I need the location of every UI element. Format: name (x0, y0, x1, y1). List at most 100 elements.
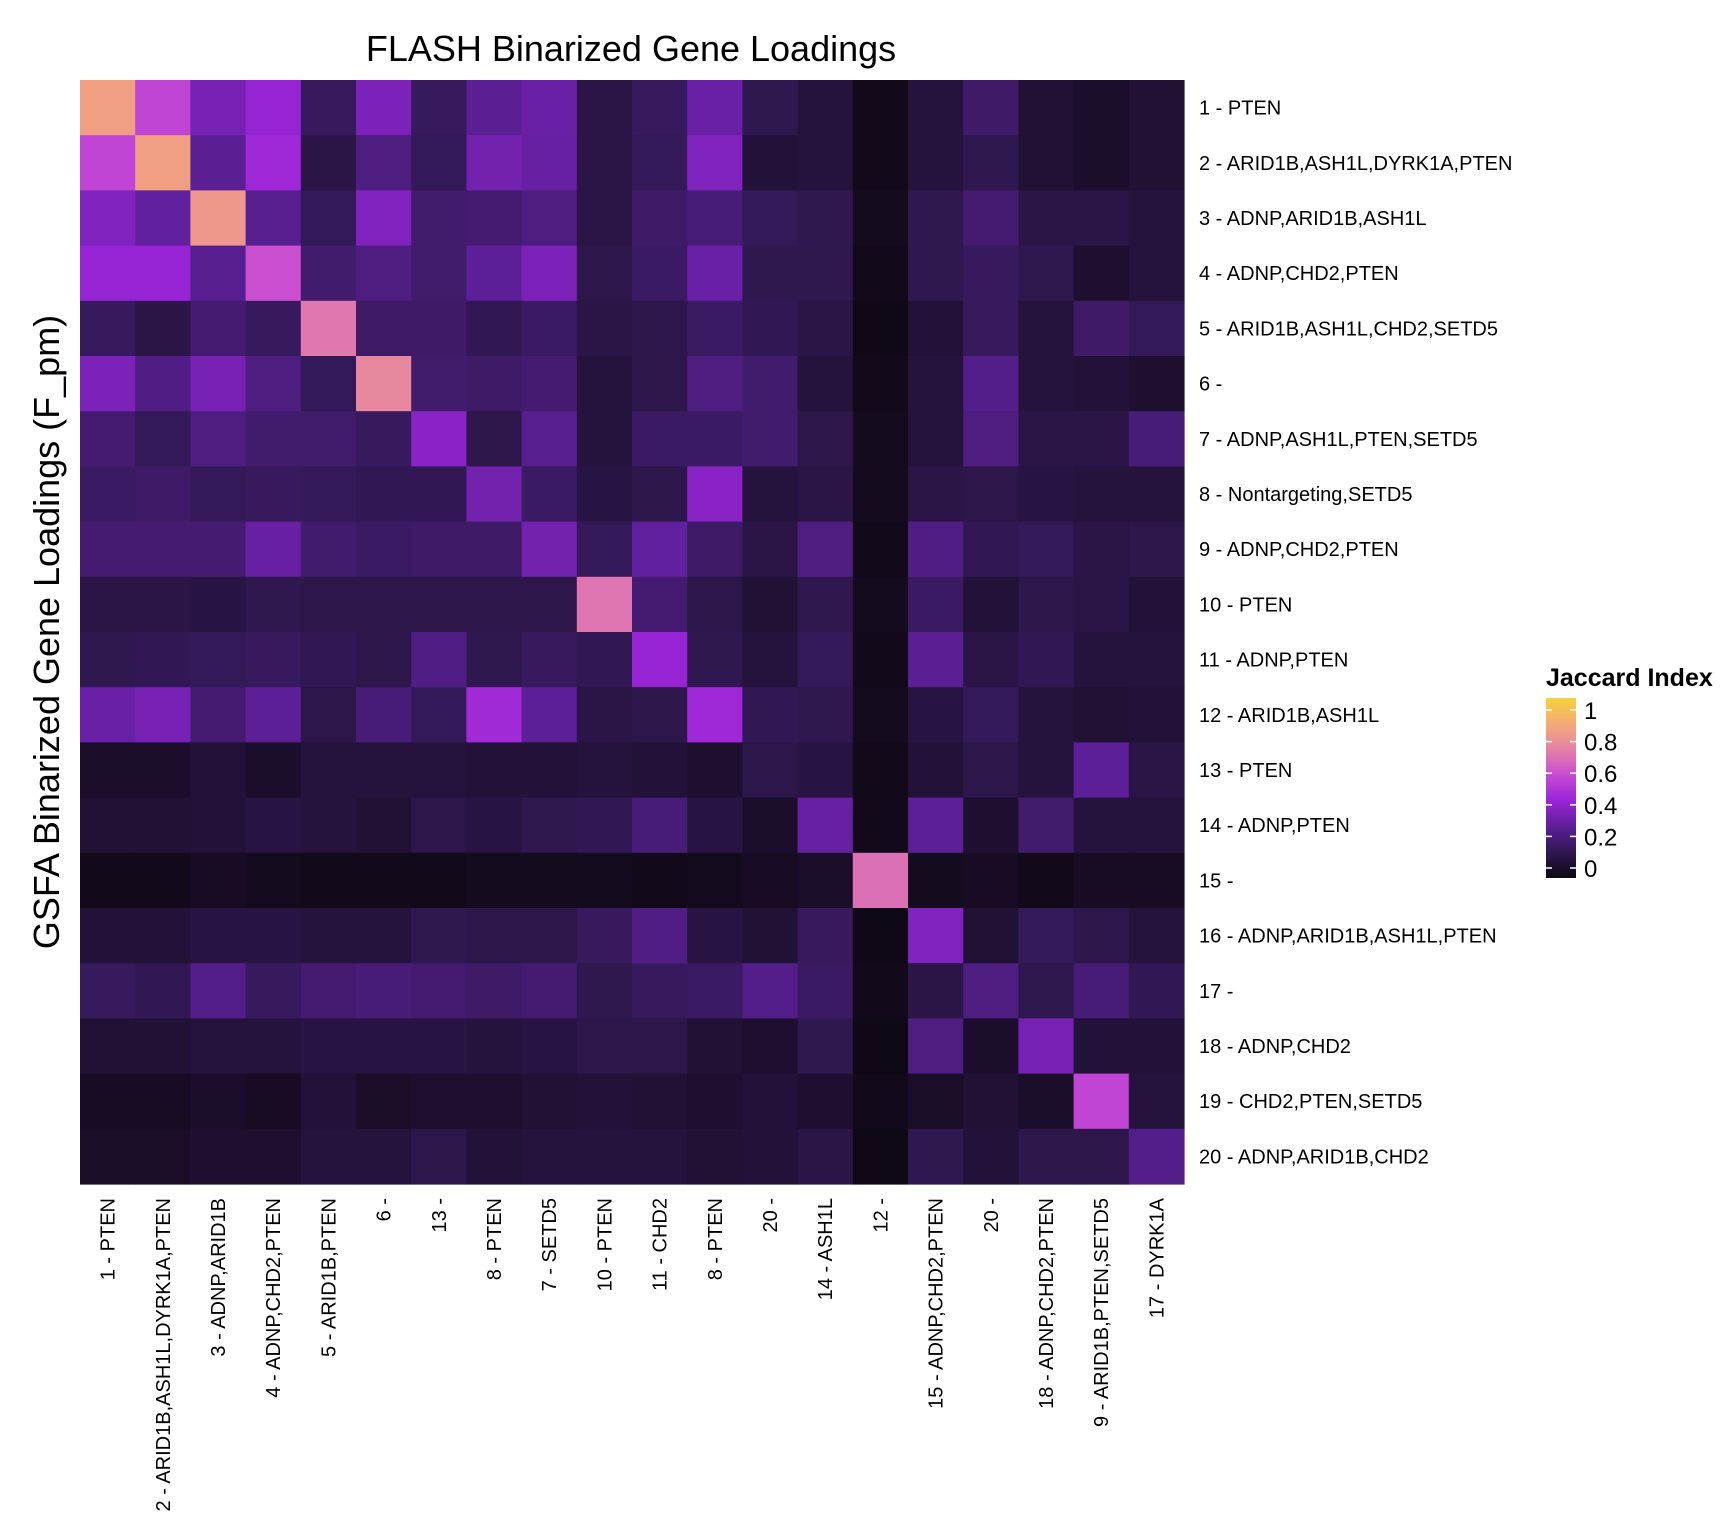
heatmap-cell (1018, 521, 1075, 578)
heatmap-cell (245, 411, 302, 467)
heatmap-cell (245, 356, 302, 412)
heatmap-cell (356, 963, 412, 1019)
heatmap-cell (963, 852, 1019, 909)
heatmap-cell (1018, 687, 1075, 743)
heatmap-cell (466, 135, 523, 191)
heatmap-cell (1128, 632, 1185, 688)
heatmap-cell (80, 466, 136, 523)
heatmap-cell (797, 521, 854, 578)
row-label: 1 - PTEN (1199, 98, 1281, 120)
heatmap-cell (466, 356, 523, 412)
heatmap-cell (632, 908, 688, 964)
heatmap-cell (300, 576, 357, 633)
heatmap-cell (797, 908, 854, 964)
heatmap-cell (190, 797, 247, 854)
heatmap-cell (356, 356, 412, 412)
heatmap-cell (576, 1128, 633, 1185)
heatmap-cell (411, 411, 467, 467)
heatmap-cell (190, 742, 247, 799)
heatmap-cell (908, 852, 964, 909)
heatmap-cell (521, 742, 578, 799)
heatmap-cell (908, 1018, 964, 1075)
heatmap-cell (1073, 356, 1130, 412)
heatmap-cell (908, 1128, 964, 1185)
heatmap-cell (411, 576, 467, 633)
heatmap-cell (852, 1018, 909, 1075)
y-axis-title: GSFA Binarized Gene Loadings (F_pm) (26, 315, 67, 949)
heatmap-cell (1128, 1073, 1185, 1130)
row-label: 8 - Nontargeting,SETD5 (1199, 484, 1412, 506)
heatmap-cell (797, 356, 854, 412)
heatmap-cell (300, 797, 357, 854)
row-label: 20 - ADNP,ARID1B,CHD2 (1199, 1146, 1429, 1168)
legend-colorbar (1546, 698, 1576, 878)
heatmap-cell (300, 135, 357, 191)
heatmap-cell (742, 576, 799, 633)
heatmap-cell (466, 1073, 523, 1130)
heatmap-cell (687, 852, 743, 909)
heatmap-cell (742, 521, 799, 578)
column-label: 15 - ADNP,CHD2,PTEN (926, 1198, 948, 1409)
heatmap-cell (1018, 742, 1075, 799)
heatmap-cell (576, 632, 633, 688)
heatmap-cell (300, 963, 357, 1019)
heatmap-cell (80, 687, 136, 743)
heatmap-cell (190, 632, 247, 688)
heatmap-cell (576, 135, 633, 191)
legend-gradient-bar (1546, 698, 1576, 878)
heatmap-cell (356, 466, 412, 523)
heatmap-cell (300, 245, 357, 302)
heatmap-cell (797, 1018, 854, 1075)
heatmap-cell (80, 852, 136, 909)
heatmap-cell (852, 797, 909, 854)
heatmap-cell (466, 1018, 523, 1075)
heatmap-cell (300, 466, 357, 523)
heatmap-cell (466, 797, 523, 854)
heatmap-cell (521, 1073, 578, 1130)
column-label: 11 - CHD2 (650, 1198, 672, 1291)
heatmap-cell (1018, 908, 1075, 964)
heatmap-cell (908, 356, 964, 412)
heatmap-cell (190, 687, 247, 743)
heatmap-cell (1018, 1018, 1075, 1075)
column-label: 20 - (981, 1198, 1003, 1232)
heatmap-cell (356, 1018, 412, 1075)
heatmap-cell (963, 190, 1019, 247)
heatmap-cell (1128, 190, 1185, 247)
heatmap-cell (797, 576, 854, 633)
heatmap-cell (411, 908, 467, 964)
heatmap-cell (245, 466, 302, 523)
heatmap-cell (797, 687, 854, 743)
heatmap-cell (742, 1128, 799, 1185)
heatmap-cell (797, 135, 854, 191)
heatmap-cell (632, 190, 688, 247)
heatmap-cell (135, 687, 191, 743)
heatmap-cell (521, 521, 578, 578)
heatmap-cell (190, 852, 247, 909)
heatmap-cell (908, 300, 964, 357)
heatmap-cell (963, 687, 1019, 743)
heatmap-cell (1018, 576, 1075, 633)
legend-tick-label: 0 (1584, 856, 1597, 883)
heatmap-cell (466, 908, 523, 964)
heatmap-cell (356, 245, 412, 302)
heatmap-cell (356, 1073, 412, 1130)
heatmap-cell (687, 521, 743, 578)
heatmap-cell (797, 300, 854, 357)
heatmap-cell (466, 245, 523, 302)
heatmap-cells (80, 80, 1185, 1185)
heatmap-cell (687, 80, 743, 136)
row-label: 13 - PTEN (1199, 760, 1292, 782)
heatmap-cell (632, 1128, 688, 1185)
heatmap-cell (1073, 1128, 1130, 1185)
heatmap-cell (687, 963, 743, 1019)
heatmap-cell (852, 190, 909, 247)
heatmap-cell (1128, 245, 1185, 302)
heatmap-cell (852, 742, 909, 799)
heatmap-cell (742, 466, 799, 523)
heatmap-cell (411, 1128, 467, 1185)
heatmap-cell (797, 411, 854, 467)
heatmap-cell (411, 852, 467, 909)
heatmap-cell (411, 190, 467, 247)
heatmap-cell (963, 80, 1019, 136)
